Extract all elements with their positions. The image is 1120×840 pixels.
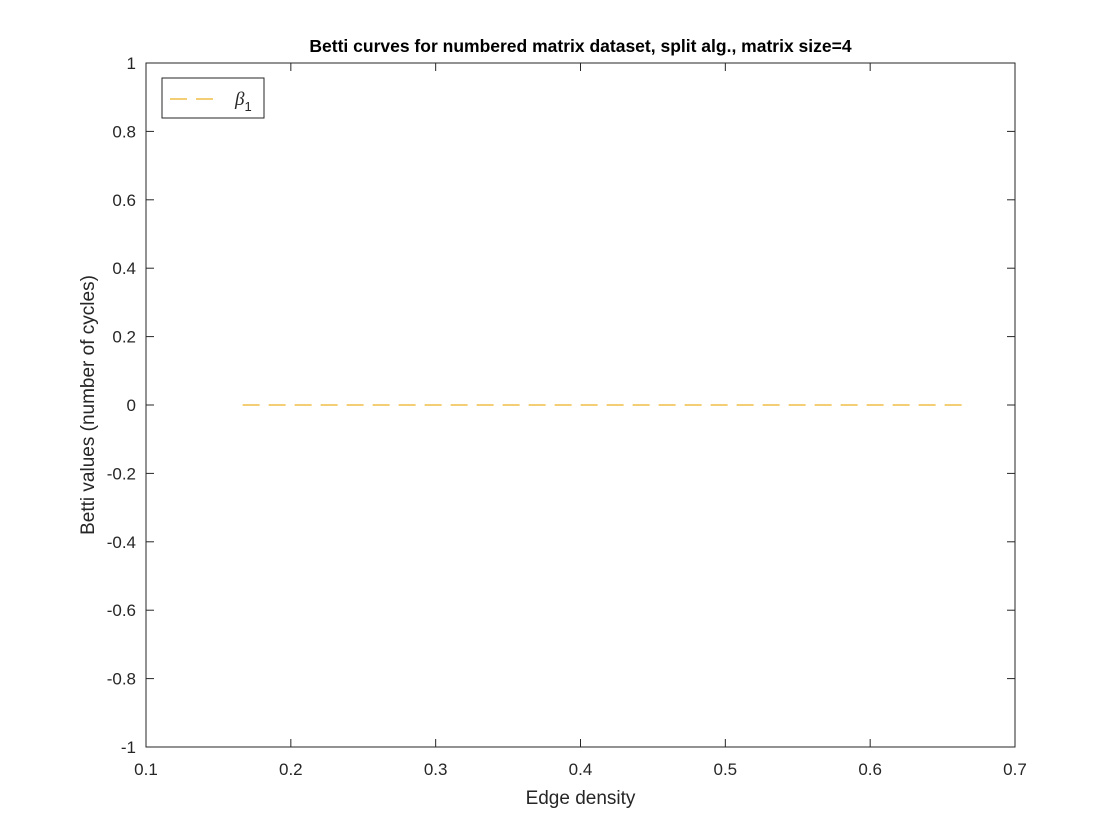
x-tick-label: 0.5 [714,760,738,779]
chart-title: Betti curves for numbered matrix dataset… [309,36,851,56]
y-tick-label: -0.8 [107,670,136,689]
y-tick-label: -0.4 [107,533,136,552]
y-tick-label: 0.2 [112,328,136,347]
legend-symbol: β [234,89,245,110]
y-tick-label: -0.2 [107,464,136,483]
x-axis-label: Edge density [526,788,636,809]
legend-subscript: 1 [244,99,251,114]
y-tick-label: 0.4 [112,259,136,278]
legend-entry-label: β1 [234,89,252,114]
legend-box [161,77,265,119]
x-tick-label: 0.2 [279,760,303,779]
x-tick-label: 0.3 [424,760,448,779]
y-axis-label: Betti values (number of cycles) [78,275,99,535]
ticks-layer: 0.1 0.2 0.3 0.4 0.5 0.6 0.7 -1 -0.8 -0.6 -0.4 -0.2 0… [107,54,1027,779]
y-tick-label: 1 [127,54,136,73]
x-tick-label: 0.6 [858,760,882,779]
legend: β1 [161,77,265,119]
y-tick-label: 0.6 [112,191,136,210]
y-tick-label: 0.8 [112,122,136,141]
x-tick-label: 0.4 [569,760,593,779]
x-tick-label: 0.1 [134,760,158,779]
y-tick-label: -0.6 [107,601,136,620]
y-tick-label: 0 [127,396,136,415]
x-tick-label: 0.7 [1003,760,1027,779]
y-tick-label: -1 [121,738,136,757]
